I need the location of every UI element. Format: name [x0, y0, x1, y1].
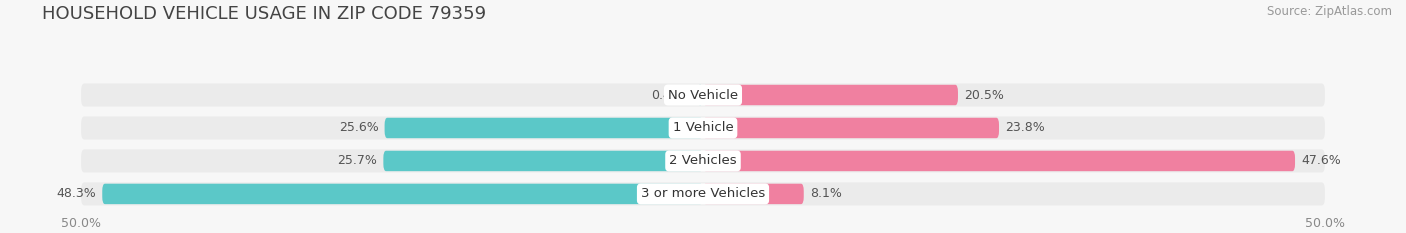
Text: 20.5%: 20.5%: [965, 89, 1004, 102]
FancyBboxPatch shape: [385, 118, 703, 138]
FancyBboxPatch shape: [703, 118, 1000, 138]
FancyBboxPatch shape: [82, 149, 1324, 172]
Text: 23.8%: 23.8%: [1005, 121, 1045, 134]
Text: Source: ZipAtlas.com: Source: ZipAtlas.com: [1267, 5, 1392, 18]
Text: 47.6%: 47.6%: [1302, 154, 1341, 168]
Text: 1 Vehicle: 1 Vehicle: [672, 121, 734, 134]
Text: 25.6%: 25.6%: [339, 121, 378, 134]
FancyBboxPatch shape: [82, 116, 1324, 140]
Text: 25.7%: 25.7%: [337, 154, 377, 168]
Text: HOUSEHOLD VEHICLE USAGE IN ZIP CODE 79359: HOUSEHOLD VEHICLE USAGE IN ZIP CODE 7935…: [42, 5, 486, 23]
FancyBboxPatch shape: [82, 182, 1324, 206]
Text: 8.1%: 8.1%: [810, 187, 842, 200]
FancyBboxPatch shape: [384, 151, 703, 171]
Text: 2 Vehicles: 2 Vehicles: [669, 154, 737, 168]
FancyBboxPatch shape: [703, 184, 804, 204]
FancyBboxPatch shape: [103, 184, 703, 204]
FancyBboxPatch shape: [703, 151, 1295, 171]
FancyBboxPatch shape: [82, 83, 1324, 106]
Text: 0.46%: 0.46%: [651, 89, 692, 102]
Text: No Vehicle: No Vehicle: [668, 89, 738, 102]
FancyBboxPatch shape: [697, 85, 703, 105]
Text: 48.3%: 48.3%: [56, 187, 96, 200]
FancyBboxPatch shape: [703, 85, 957, 105]
Text: 3 or more Vehicles: 3 or more Vehicles: [641, 187, 765, 200]
